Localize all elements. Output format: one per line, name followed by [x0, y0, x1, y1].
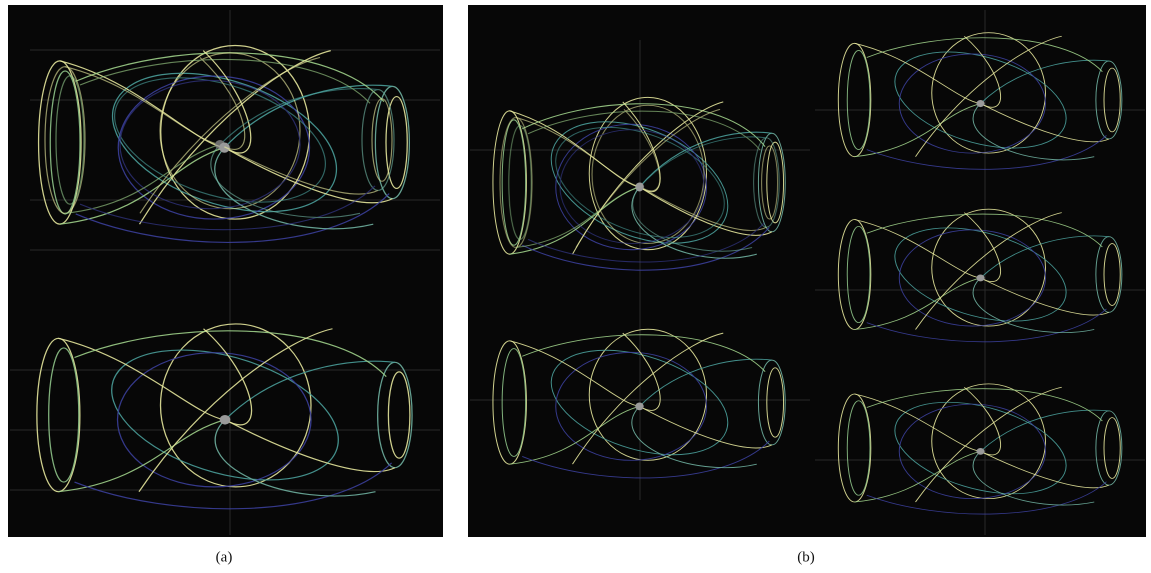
panel-caption: (b) — [797, 549, 815, 565]
panel-b-background — [468, 5, 1146, 537]
figure: (a) (b) — [0, 0, 1151, 573]
panel-caption: (a) — [216, 549, 233, 565]
